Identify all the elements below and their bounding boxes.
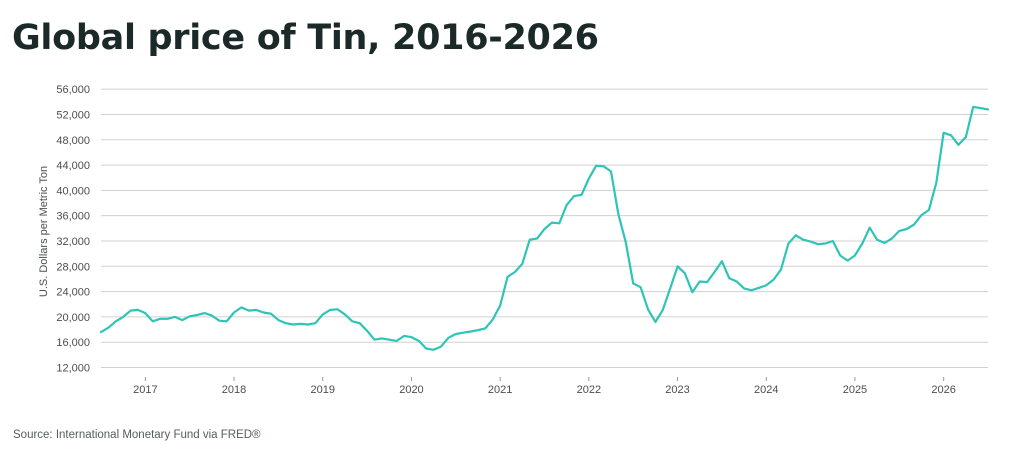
x-tick-label: 2026	[931, 384, 955, 396]
x-tick-label: 2020	[399, 384, 423, 396]
x-tick-label: 2024	[754, 384, 778, 396]
gridlines	[101, 88, 988, 369]
y-tick-label: 28,000	[56, 261, 90, 273]
y-tick-label: 12,000	[56, 363, 90, 375]
x-tick-label: 2021	[488, 384, 512, 396]
y-tick-label: 40,000	[56, 185, 90, 197]
x-tick-label: 2023	[665, 384, 689, 396]
y-tick-label: 48,000	[56, 135, 90, 147]
y-axis-label: U.S. Dollars per Metric Ton	[38, 166, 50, 297]
x-tick-label: 2017	[133, 384, 157, 396]
x-tick-label: 2025	[843, 384, 867, 396]
y-tick-label: 16,000	[56, 337, 90, 349]
series-group	[99, 105, 990, 351]
y-axis-ticks: 12,000 16,000 20,000 24,000 28,000 32,000 36,0…	[56, 84, 90, 374]
source-note: Source: International Monetary Fund via …	[13, 429, 261, 441]
x-tick-label: 2019	[311, 384, 335, 396]
x-axis-ticks: 2017 2018 2019 2020 2021 2022 2023 2024 2025 2026	[133, 377, 956, 396]
y-tick-label: 52,000	[56, 109, 90, 121]
y-tick-label: 32,000	[56, 236, 90, 248]
x-tick-label: 2022	[577, 384, 601, 396]
y-tick-label: 20,000	[56, 312, 90, 324]
y-tick-label: 24,000	[56, 287, 90, 299]
y-tick-label: 36,000	[56, 211, 90, 223]
x-tick-label: 2018	[222, 384, 246, 396]
page-title: Global price of Tin, 2016-2026	[12, 18, 599, 58]
y-tick-label: 56,000	[56, 84, 90, 96]
y-tick-label: 44,000	[56, 160, 90, 172]
series-line	[99, 105, 990, 351]
